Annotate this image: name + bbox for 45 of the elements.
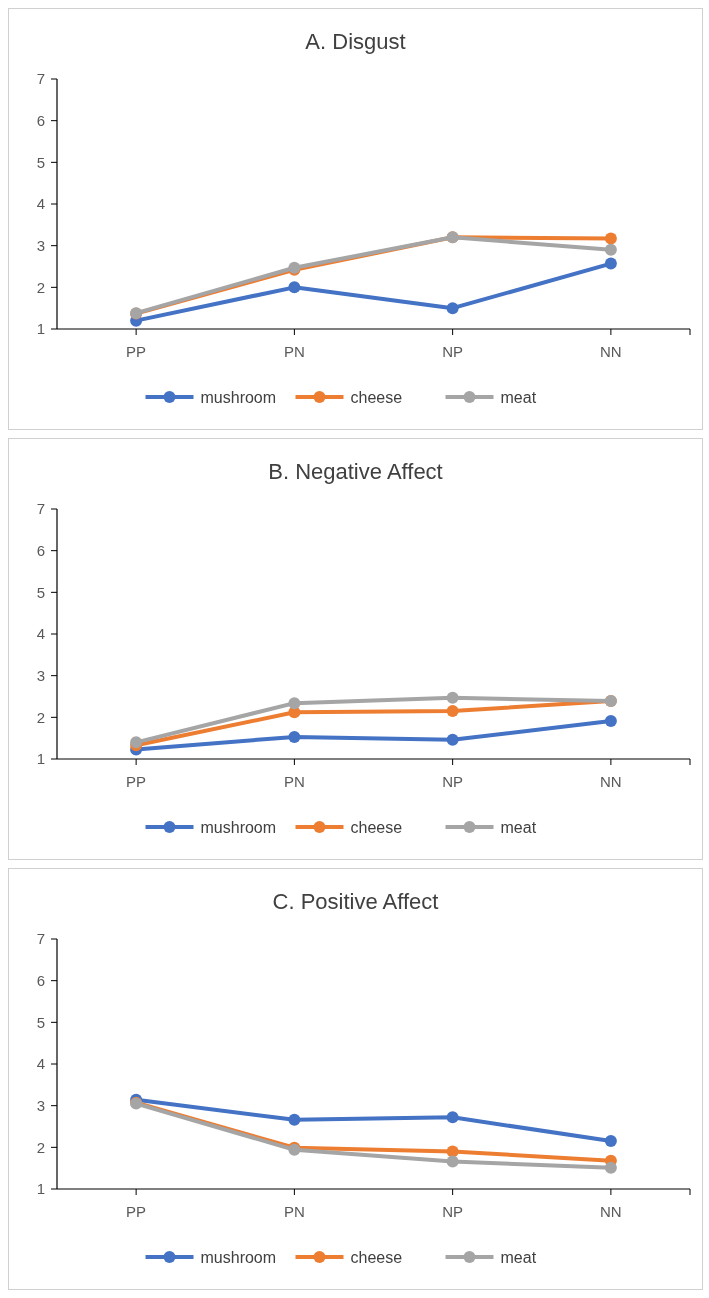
chart-title: A. Disgust [305, 29, 406, 54]
y-tick-label: 4 [36, 625, 45, 643]
x-tick-label: PP [126, 343, 147, 360]
y-tick-label: 2 [36, 708, 45, 726]
legend-label: meat [500, 818, 537, 836]
y-tick-label: 7 [36, 500, 45, 518]
y-tick-label: 7 [36, 70, 45, 88]
legend-label: meat [500, 1248, 537, 1266]
legend-label: cheese [350, 818, 403, 836]
y-tick-label: 5 [36, 153, 45, 171]
x-tick-label: NP [442, 343, 464, 360]
y-tick-label: 2 [36, 1138, 45, 1156]
x-tick-label: PN [283, 773, 305, 790]
y-tick-label: 3 [36, 666, 45, 684]
chart-title: B. Negative Affect [268, 459, 443, 484]
y-tick-label: 7 [36, 930, 45, 948]
x-tick-label: NN [600, 773, 622, 790]
legend-label: cheese [350, 1248, 403, 1266]
x-tick-label: NP [442, 1203, 464, 1220]
legend-label: mushroom [200, 818, 277, 836]
y-tick-label: 3 [36, 236, 45, 254]
legend-label: mushroom [200, 388, 277, 406]
legend-label: meat [500, 388, 537, 406]
y-tick-label: 4 [36, 195, 45, 213]
chart-title: C. Positive Affect [272, 889, 439, 914]
x-tick-label: NN [600, 343, 622, 360]
x-tick-label: PP [126, 773, 147, 790]
y-tick-label: 6 [36, 111, 45, 129]
x-tick-label: PN [283, 343, 305, 360]
y-tick-label: 1 [36, 320, 45, 338]
legend-label: mushroom [200, 1248, 277, 1266]
y-tick-label: 5 [36, 583, 45, 601]
y-tick-label: 6 [36, 541, 45, 559]
x-tick-label: PP [126, 1203, 147, 1220]
y-tick-label: 5 [36, 1013, 45, 1031]
x-tick-label: NP [442, 773, 464, 790]
x-tick-label: PN [283, 1203, 305, 1220]
y-tick-label: 4 [36, 1055, 45, 1073]
legend-label: cheese [350, 388, 403, 406]
y-tick-label: 3 [36, 1096, 45, 1114]
y-tick-label: 2 [36, 278, 45, 296]
y-tick-label: 1 [36, 1180, 45, 1198]
x-tick-label: NN [600, 1203, 622, 1220]
y-tick-label: 1 [36, 750, 45, 768]
y-tick-label: 6 [36, 971, 45, 989]
